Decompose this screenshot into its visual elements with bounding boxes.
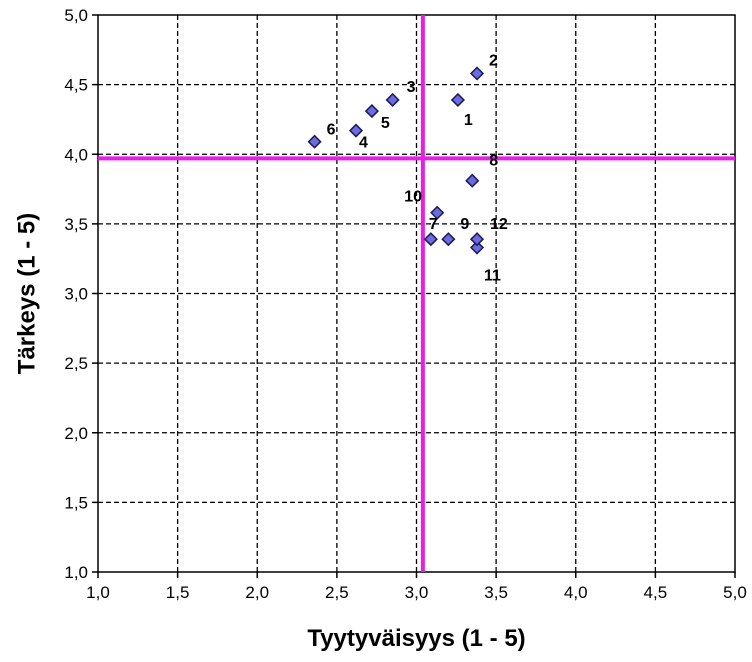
gridlines (98, 15, 735, 572)
x-tick-label: 3,5 (484, 583, 508, 602)
y-tick-label: 4,5 (64, 76, 88, 95)
point-label-11: 11 (484, 268, 501, 285)
y-tick-label: 2,5 (64, 354, 88, 373)
y-tick-label: 3,5 (64, 215, 88, 234)
x-tick-label: 1,5 (166, 583, 190, 602)
x-tick-label: 1,0 (86, 583, 110, 602)
x-tick-label: 3,0 (405, 583, 429, 602)
y-tick-label: 1,0 (64, 563, 88, 582)
data-point-10 (430, 205, 445, 220)
y-tick-label: 1,5 (64, 493, 88, 512)
point-label-9: 9 (460, 216, 469, 233)
point-label-12: 12 (490, 216, 508, 233)
point-label-8: 8 (489, 153, 498, 170)
data-point-12 (469, 232, 485, 247)
data-point-2 (469, 66, 485, 81)
point-label-3: 3 (407, 79, 416, 96)
point-label-5: 5 (381, 115, 390, 132)
data-point-7 (423, 232, 438, 247)
data-point-1 (450, 92, 465, 108)
point-label-1: 1 (464, 112, 473, 129)
y-tick-label: 4,0 (64, 145, 88, 164)
point-label-7: 7 (429, 216, 438, 233)
data-point-8 (465, 173, 480, 188)
data-point-11 (469, 240, 485, 255)
x-axis-title: Tyytyväisyys (1 - 5) (307, 625, 525, 652)
data-point-3 (385, 92, 400, 108)
data-points (307, 66, 485, 255)
y-tick-label: 3,0 (64, 285, 88, 304)
x-tick-label: 5,0 (723, 583, 747, 602)
x-tick-label: 2,5 (325, 583, 349, 602)
data-point-5 (364, 104, 379, 119)
x-axis-ticks: 1,0 1,5 2,0 2,5 3,0 3,5 4,0 4,5 5,0 (86, 572, 747, 602)
data-point-4 (348, 123, 364, 138)
point-label-10: 10 (404, 189, 422, 206)
data-point-6 (307, 134, 322, 149)
x-tick-label: 2,0 (245, 583, 269, 602)
point-label-6: 6 (327, 122, 336, 139)
x-tick-label: 4,0 (564, 583, 588, 602)
y-tick-label: 2,0 (64, 424, 88, 443)
y-axis-ticks: 1,0 1,5 2,0 2,5 3,0 3,5 4,0 4,5 5,0 (64, 6, 98, 582)
reference-lines (98, 15, 735, 572)
point-label-4: 4 (359, 135, 368, 152)
y-axis-title: Tärkeys (1 - 5) (13, 213, 40, 374)
x-tick-label: 4,5 (644, 583, 668, 602)
y-tick-label: 5,0 (64, 6, 88, 25)
point-label-2: 2 (489, 52, 498, 69)
data-point-9 (441, 232, 456, 247)
